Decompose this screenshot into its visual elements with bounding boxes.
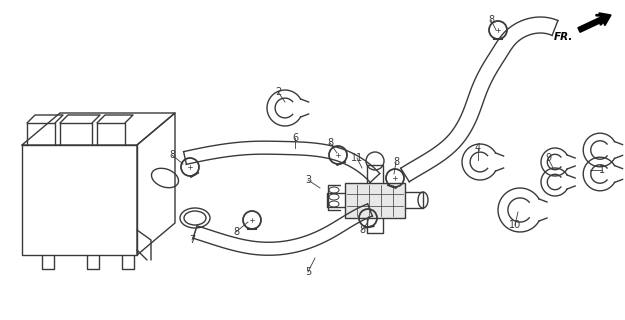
Text: 10: 10	[509, 220, 521, 230]
Text: 8: 8	[169, 150, 175, 160]
Text: 8: 8	[359, 225, 365, 235]
Text: 7: 7	[189, 235, 195, 245]
Text: 6: 6	[292, 133, 298, 143]
Text: 4: 4	[475, 143, 481, 153]
Text: 9: 9	[545, 153, 551, 163]
Text: 3: 3	[305, 175, 311, 185]
Text: 2: 2	[275, 87, 281, 97]
Text: 5: 5	[305, 267, 311, 277]
Text: 11: 11	[351, 153, 363, 163]
Bar	[345, 183, 405, 218]
Text: 8: 8	[327, 138, 333, 148]
Text: FR.: FR.	[554, 32, 573, 42]
Text: 1: 1	[599, 165, 605, 175]
FancyArrow shape	[578, 13, 611, 32]
Text: 8: 8	[488, 15, 494, 25]
Text: 8: 8	[233, 227, 239, 237]
Text: 8: 8	[393, 157, 399, 167]
